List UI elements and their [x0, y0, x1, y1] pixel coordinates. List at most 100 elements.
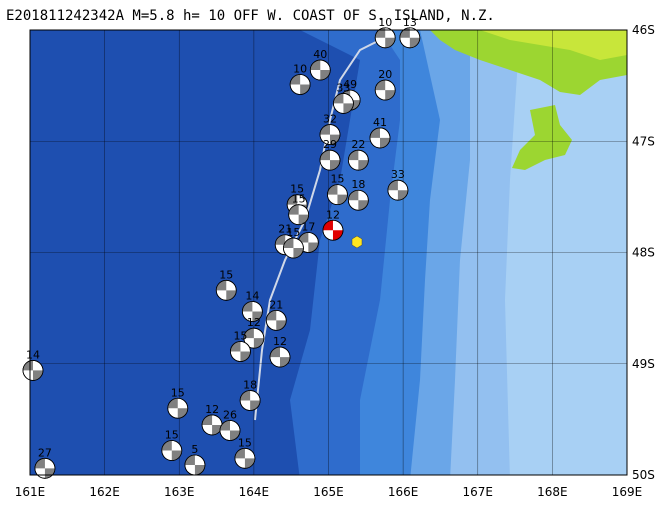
focal-mechanism [265, 309, 287, 331]
focal-mechanism [234, 447, 256, 469]
x-tick-label: 161E [15, 485, 46, 499]
x-tick-label: 168E [537, 485, 568, 499]
beachball-compression [216, 280, 237, 301]
depth-label: 15 [330, 173, 344, 186]
map-title: E201811242342A M=5.8 h= 10 OFF W. COAST … [6, 8, 495, 24]
focal-mechanism [399, 27, 421, 49]
depth-label: 27 [38, 446, 52, 459]
plate-trace [254, 34, 391, 421]
depth-label: 18 [243, 378, 257, 391]
depth-label: 12 [247, 316, 261, 329]
beachball-compression [202, 414, 223, 435]
y-tick-label: 50S [632, 468, 655, 482]
depth-label: 14 [26, 348, 40, 361]
depth-label: 15 [171, 386, 185, 399]
y-tick-label: 48S [632, 246, 655, 260]
beachball-outline [347, 149, 369, 171]
beachball-outline [374, 79, 396, 101]
beachball-compression [322, 220, 343, 241]
focal-mechanism [201, 414, 223, 436]
depth-label: 12 [205, 403, 219, 416]
beachball-compression [34, 458, 55, 479]
x-tick-label: 163E [164, 485, 195, 499]
depth-label: 20 [378, 68, 392, 81]
depth-label: 5 [191, 443, 198, 456]
beachball-outline [288, 204, 310, 226]
beachball-outline [243, 327, 265, 349]
centroid-marker [351, 235, 363, 249]
focal-mechanism [347, 189, 369, 211]
depth-label: 18 [351, 178, 365, 191]
focal-mechanism [161, 440, 183, 461]
depth-label: 10 [378, 16, 392, 29]
beachball-outline [327, 184, 348, 206]
focal-mechanism [319, 124, 341, 145]
beachball-compression [369, 127, 390, 148]
depth-label: 22 [351, 138, 365, 151]
beachball-compression [348, 190, 369, 211]
beachball-compression [269, 347, 290, 368]
focal-mechanism [288, 204, 310, 226]
depth-label: 15 [238, 436, 252, 449]
depth-label: 21 [269, 298, 283, 311]
focal-mechanism [269, 346, 291, 368]
beachball-outline [322, 219, 344, 241]
depth-label: 15 [219, 268, 233, 281]
beachball-outline [265, 309, 287, 331]
y-tick-label: 47S [632, 134, 655, 148]
beachball-outline [219, 420, 241, 441]
beachball-outline [161, 440, 183, 461]
depth-label: 15 [290, 183, 304, 196]
focal-mechanism [215, 279, 237, 301]
depth-label: 10 [293, 63, 307, 76]
beachball-outline [241, 301, 263, 322]
depth-label: 41 [373, 116, 387, 129]
beachball-compression [288, 204, 309, 225]
beachball-compression [240, 390, 261, 411]
focal-mechanism [289, 74, 311, 95]
focal-mechanism [387, 179, 409, 201]
depth-label: 14 [245, 289, 259, 302]
beachball-outline [230, 341, 251, 362]
beachball-compression [387, 180, 408, 201]
beachball-outline [22, 360, 44, 381]
depth-label: 12 [273, 335, 287, 348]
beachball-compression [242, 301, 263, 322]
depth-label: 15 [292, 193, 306, 206]
depth-label: 33 [336, 81, 350, 94]
beachball-compression [219, 420, 240, 441]
beachball-compression [290, 74, 311, 95]
focal-mechanism [327, 184, 348, 206]
depth-label: 17 [301, 220, 315, 233]
depth-label: 40 [313, 48, 327, 61]
focal-mechanism [309, 59, 331, 81]
focal-mechanism [239, 390, 261, 411]
beachball-compression [283, 238, 304, 259]
beachball-compression [319, 150, 340, 171]
focal-mechanism [22, 360, 44, 381]
beachball-outline [269, 346, 291, 368]
beachball-outline [289, 74, 311, 95]
beachball-outline [374, 27, 396, 49]
beachball-compression [22, 360, 43, 381]
beachball-compression [319, 124, 340, 145]
focal-mechanism [167, 397, 189, 419]
beachball-outline [347, 189, 369, 211]
beachball-compression [230, 341, 251, 362]
focal-mechanism [369, 127, 391, 149]
x-tick-label: 166E [388, 485, 419, 499]
focal-mechanism [347, 149, 369, 171]
beachball-compression [234, 448, 255, 469]
beachball-outline [387, 179, 409, 201]
depth-label: 49 [343, 78, 357, 91]
beachball-outline [399, 27, 421, 49]
focal-mechanism [241, 301, 263, 322]
depth-label: 13 [403, 16, 417, 29]
beachball-outline [369, 127, 391, 149]
depth-label: 32 [323, 113, 337, 126]
map-frame [29, 29, 628, 476]
beachball-outline [234, 447, 256, 469]
beachball-compression [375, 80, 396, 101]
